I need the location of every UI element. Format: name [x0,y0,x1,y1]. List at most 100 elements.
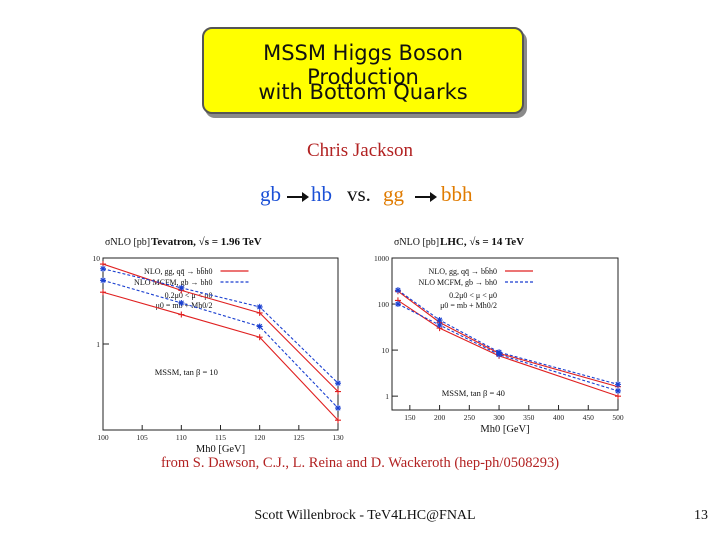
arrow-icon [415,192,437,202]
data-point-nlo [335,388,341,395]
data-point-mcfm [496,351,503,358]
series-line-nlo-upper [102,263,339,392]
data-point-mcfm [436,317,443,324]
x-tick-label: 130 [332,433,344,442]
plot-header: Tevatron, √s = 1.96 TeV [151,236,262,248]
star-marker [335,380,341,387]
data-point-mcfm [436,322,443,329]
series-line-nlo-upper [397,290,619,388]
data-point-mcfm [335,405,341,412]
process-vs: vs. [347,182,371,206]
legend-entry-mcfm: NLO MCFM, gb → bh0 [134,278,212,287]
y-tick-label: 10 [93,254,101,263]
star-marker [615,381,621,388]
scale-range-text: 0.2μ0 < μ < μ0 [165,291,213,300]
star-marker [256,323,263,330]
star-marker [335,405,341,412]
author-name: Chris Jackson [306,140,414,161]
x-tick-label: 500 [612,413,624,422]
x-tick-label: 110 [176,433,187,442]
x-tick-label: 250 [464,413,476,422]
x-tick-label: 150 [404,413,416,422]
y-axis-label: σNLO [pb] [105,237,150,248]
x-tick-label: 450 [583,413,595,422]
x-axis-label: Mh0 [GeV] [480,424,529,435]
process-a-final: hb [311,182,332,206]
title-box: MSSM Higgs Boson Production with Bottom … [202,27,524,114]
star-marker [100,277,106,284]
star-marker [394,301,401,308]
y-tick-label: 1000 [374,254,389,263]
data-point-mcfm [178,284,185,291]
scale-definition-text: μ0 = mb + Mh0/2 [440,301,497,310]
y-tick-label: 100 [378,300,390,309]
legend-entry-nlo: NLO, gg, qq̄ → bb̄h0 [144,267,212,276]
data-point-nlo [178,311,185,318]
data-point-nlo [335,417,341,424]
series-line-mcfm-upper [397,289,619,385]
footer-text: Scott Willenbrock - TeV4LHC@FNAL [254,508,476,523]
data-point-mcfm [394,287,401,294]
x-tick-label: 125 [293,433,305,442]
data-point-nlo [100,289,106,296]
x-axis-label: Mh0 [GeV] [196,444,245,455]
series-line-mcfm-lower [102,279,339,409]
x-tick-label: 200 [434,413,446,422]
chart-annotation: MSSM, tan β = 40 [442,388,505,398]
star-marker [496,351,503,358]
star-marker [436,317,443,324]
lhc-plot: 150 200 250 300 350 400 450 500 1000 100 10 1 σNLO [… [374,236,624,435]
x-tick-label: 100 [97,433,109,442]
plus-marker [256,334,263,341]
plus-marker [178,311,185,318]
star-marker [394,287,401,294]
series-line-nlo-lower [102,291,339,421]
series-line-nlo-lower [397,299,619,397]
legend-entry-mcfm: NLO MCFM, gb → bh0 [419,278,497,287]
plus-marker [335,388,341,395]
star-marker [615,387,621,394]
y-tick-label: 1 [385,392,389,401]
data-point-nlo [615,393,621,400]
arrow-icon [287,192,309,202]
y-axis-label: σNLO [pb] [394,237,439,248]
data-point-nlo [256,309,263,316]
chart-annotation: MSSM, tan β = 10 [155,367,218,377]
star-marker [256,303,263,310]
series-line-mcfm-upper [102,268,339,384]
data-point-nlo [256,334,263,341]
slide-title-line1: MSSM Higgs Boson Production [263,41,463,89]
data-point-mcfm [394,301,401,308]
x-tick-label: 400 [553,413,565,422]
y-tick-label: 1 [96,340,100,349]
plot-header: LHC, √s = 14 TeV [440,236,524,248]
data-point-mcfm [178,299,185,306]
plus-marker [100,289,106,296]
star-marker [100,265,106,272]
plot-frame [391,257,619,411]
data-point-mcfm [335,380,341,387]
data-point-mcfm [256,323,263,330]
legend-entry-nlo: NLO, gg, qq̄ → bb̄h0 [429,267,497,276]
scale-range-text: 0.2μ0 < μ < μ0 [449,291,497,300]
star-marker [178,284,185,291]
data-point-mcfm [256,303,263,310]
tevatron-plot: 100 105 110 115 120 125 130 10 1 σNLO [pb] Tevatro… [93,236,344,455]
scale-definition-text: μ0 = mb + Mh0/2 [156,301,213,310]
plus-marker [615,393,621,400]
x-tick-label: 120 [254,433,266,442]
x-tick-label: 105 [137,433,149,442]
reference-citation: from S. Dawson, C.J., L. Reina and D. Wa… [160,455,560,471]
star-marker [178,299,185,306]
slide-title-line2: with Bottom Quarks [258,80,468,104]
x-tick-label: 350 [523,413,535,422]
x-tick-label: 300 [493,413,505,422]
plus-marker [335,417,341,424]
plus-marker [256,309,263,316]
page-number: 13 [694,508,708,523]
process-a-initial: gb [260,182,281,206]
data-point-mcfm [615,381,621,388]
data-point-mcfm [100,265,106,272]
data-point-mcfm [100,277,106,284]
process-b-final: bbh [441,182,473,206]
